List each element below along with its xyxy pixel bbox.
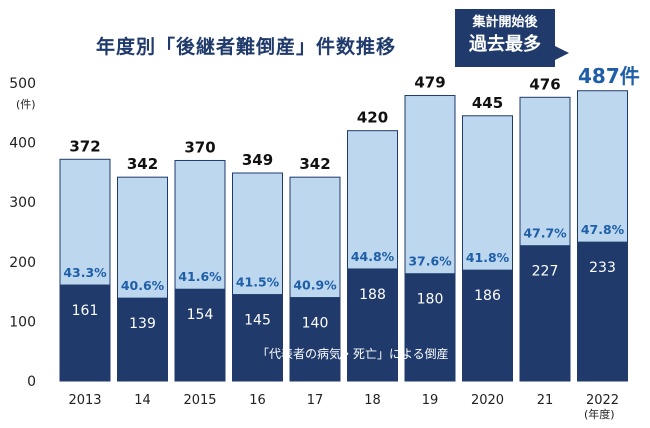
percentage-label: 44.8% (351, 249, 395, 264)
badge-line1: 集計開始後 (472, 15, 538, 30)
percentage-label: 37.6% (408, 254, 452, 269)
total-value-label: 370 (184, 138, 215, 156)
sub-bar (59, 284, 111, 382)
sub-bar (347, 268, 398, 382)
sub-value-label: 188 (359, 287, 386, 303)
sub-bar (174, 288, 226, 382)
sub-bar (462, 269, 513, 382)
x-axis-unit: (年度) (584, 408, 615, 421)
total-value-label: 342 (299, 155, 330, 173)
sub-bar (117, 297, 168, 382)
sub-bar (519, 245, 571, 382)
y-tick-label: 100 (9, 314, 36, 330)
y-axis-unit: (件) (16, 98, 36, 111)
sub-bar (289, 297, 341, 382)
record-total-label: 487件 (578, 64, 640, 88)
x-tick-label: 17 (307, 393, 324, 408)
total-value-label: 445 (472, 94, 503, 112)
x-tick-label: 2020 (471, 393, 504, 408)
x-tick-label: 16 (249, 393, 266, 408)
x-tick-label: 19 (422, 393, 439, 408)
percentage-label: 47.8% (581, 222, 625, 237)
x-tick-label: 14 (134, 393, 151, 408)
sub-value-label: 227 (532, 264, 559, 280)
y-tick-label: 0 (27, 374, 36, 390)
y-tick-label: 500 (9, 76, 36, 92)
percentage-label: 41.5% (236, 275, 280, 290)
y-tick-label: 200 (9, 255, 36, 271)
x-tick-label: 21 (537, 393, 554, 408)
sub-value-label: 139 (129, 316, 156, 332)
sub-value-label: 180 (417, 292, 444, 308)
sub-value-label: 161 (72, 303, 99, 319)
x-tick-label: 2013 (68, 393, 101, 408)
percentage-label: 43.3% (63, 265, 107, 280)
percentage-label: 40.6% (121, 278, 165, 293)
total-value-label: 342 (127, 155, 158, 173)
total-value-label: 479 (414, 74, 445, 92)
sub-value-label: 154 (187, 307, 214, 323)
x-tick-label: 2015 (183, 393, 216, 408)
sub-value-label: 140 (302, 316, 329, 332)
percentage-label: 41.8% (466, 250, 510, 265)
sub-bar (577, 241, 628, 382)
total-value-label: 372 (69, 137, 100, 155)
total-value-label: 420 (357, 109, 388, 127)
y-tick-label: 400 (9, 136, 36, 152)
sub-value-label: 186 (474, 288, 501, 304)
sub-value-label: 233 (589, 260, 616, 276)
record-badge: 集計開始後 過去最多 (455, 9, 569, 67)
sub-bar (232, 294, 283, 382)
total-value-label: 476 (529, 75, 560, 93)
x-tick-label: 18 (364, 393, 381, 408)
percentage-label: 47.7% (523, 226, 567, 241)
y-tick-label: 300 (9, 195, 36, 211)
badge-line2: 過去最多 (469, 34, 541, 55)
chart-title: 年度別「後継者難倒産」件数推移 (96, 36, 397, 58)
x-tick-label: 2022 (586, 393, 619, 408)
sub-value-label: 145 (244, 313, 271, 329)
percentage-label: 40.9% (293, 278, 337, 293)
total-value-label: 349 (242, 151, 273, 169)
sub-series-annotation: 「代表者の病気・死亡」による倒産 (257, 347, 449, 361)
sub-bar (404, 273, 456, 382)
percentage-label: 41.6% (178, 269, 222, 284)
